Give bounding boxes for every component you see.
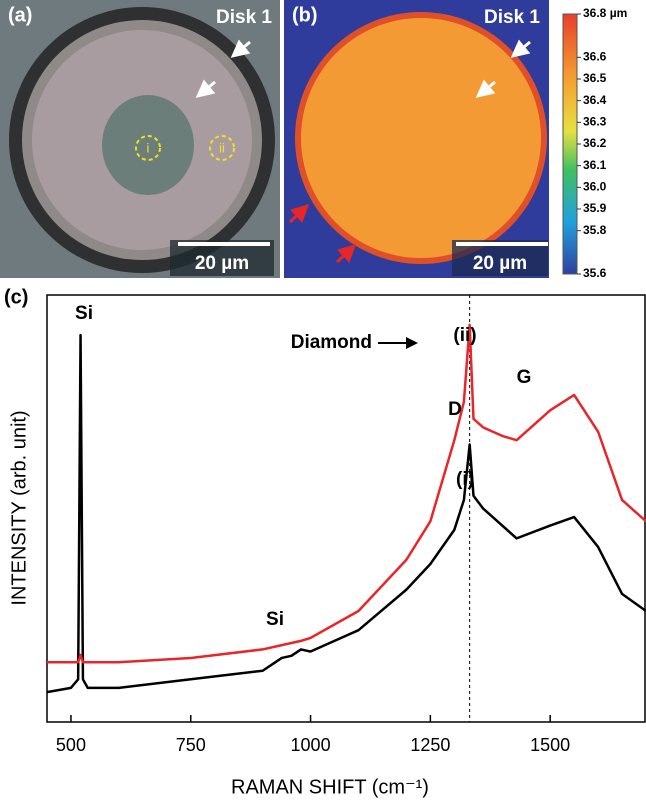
spot-label: ii: [219, 140, 225, 155]
panel-b: (b) Disk 1 20 µm: [284, 0, 549, 278]
annotation: Diamond: [291, 332, 372, 353]
colorbar-tick-label: 35.9: [583, 201, 607, 215]
plot-frame: [47, 295, 645, 722]
series-label: (i): [456, 469, 474, 490]
x-axis-label: RAMAN SHIFT (cm⁻¹): [231, 776, 429, 798]
disk-label: Disk 1: [484, 7, 540, 28]
annotation: G: [517, 367, 532, 388]
annotation: Si: [266, 609, 284, 630]
colorbar-tick-label: 36.6: [583, 50, 607, 64]
colorbar-tick-label: 35.8: [583, 223, 607, 237]
disk-label: Disk 1: [216, 7, 272, 28]
series-label: (ii): [453, 325, 476, 346]
figure: i ii (a) Disk 1 20 µm (b) Disk 1 20 µm (…: [0, 0, 646, 800]
colorbar-tick-label: 36.5: [583, 71, 607, 85]
x-tick-label: 1250: [410, 735, 450, 755]
disk: [301, 18, 541, 258]
scalebar-label: 20 µm: [473, 253, 527, 274]
colorbar-tick-label: 36.8 µm: [583, 6, 627, 20]
x-tick-label: 1500: [530, 735, 570, 755]
panel-label: (c): [4, 286, 28, 308]
y-axis-label: INTENSITY (arb. unit): [8, 410, 30, 605]
annotation: Si: [75, 303, 93, 324]
colorbar-tick-label: 36.1: [583, 158, 607, 172]
series-line: [47, 335, 646, 692]
panel-label: (b): [292, 4, 318, 26]
x-tick-label: 1000: [291, 735, 331, 755]
colorbar-tick-label: 35.6: [583, 266, 607, 280]
colorbar: [563, 14, 577, 274]
panel-a: i ii (a) Disk 1 20 µm: [0, 0, 280, 278]
x-tick-label: 500: [56, 735, 86, 755]
colorbar-tick-label: 36.3: [583, 115, 607, 129]
spot-label: i: [147, 140, 150, 155]
colorbar-tick-label: 36.0: [583, 180, 607, 194]
colorbar-tick-label: 36.4: [583, 93, 607, 107]
scalebar-label: 20 µm: [195, 253, 249, 274]
annotation: D: [448, 399, 462, 420]
x-tick-label: 750: [176, 735, 206, 755]
series-line: [47, 325, 646, 662]
colorbar-tick-label: 36.2: [583, 136, 607, 150]
panel-label: (a): [8, 4, 32, 26]
